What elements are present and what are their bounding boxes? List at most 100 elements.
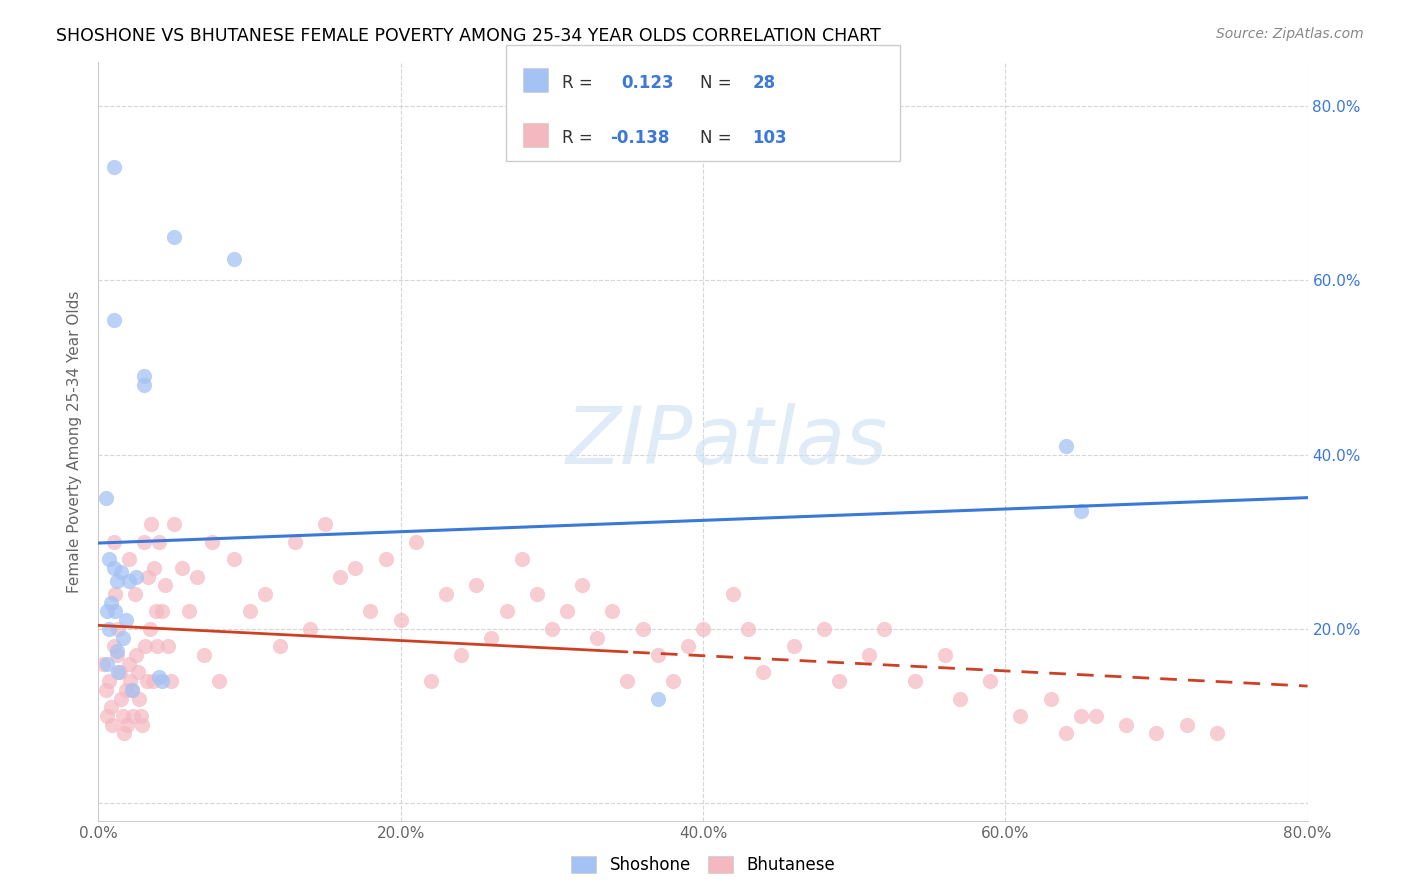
Point bbox=[120, 674, 142, 689]
Point bbox=[858, 648, 880, 662]
Text: 28: 28 bbox=[752, 74, 775, 93]
Point bbox=[142, 674, 165, 689]
Point bbox=[132, 369, 155, 384]
Point bbox=[647, 648, 669, 662]
Point bbox=[170, 561, 193, 575]
Point bbox=[94, 491, 117, 506]
Point bbox=[135, 674, 157, 689]
Point bbox=[105, 648, 128, 662]
Text: -0.138: -0.138 bbox=[610, 129, 669, 147]
Point bbox=[121, 682, 143, 697]
Point bbox=[783, 640, 806, 654]
Point bbox=[103, 561, 125, 575]
Point bbox=[153, 578, 176, 592]
Point bbox=[239, 605, 262, 619]
Point bbox=[1070, 504, 1092, 518]
Point bbox=[1054, 439, 1077, 453]
Point bbox=[98, 674, 121, 689]
Point bbox=[647, 691, 669, 706]
Point bbox=[434, 587, 457, 601]
Point bbox=[269, 640, 291, 654]
Point bbox=[91, 657, 114, 671]
Point bbox=[132, 534, 155, 549]
Point bbox=[1054, 726, 1077, 740]
Point bbox=[813, 622, 835, 636]
Point bbox=[124, 587, 146, 601]
Point bbox=[586, 631, 609, 645]
Point bbox=[163, 517, 186, 532]
Point bbox=[94, 682, 117, 697]
Point bbox=[179, 605, 201, 619]
Point bbox=[156, 640, 179, 654]
Point bbox=[118, 552, 141, 566]
Point bbox=[103, 160, 125, 174]
Point bbox=[555, 605, 578, 619]
Point bbox=[314, 517, 336, 532]
Point bbox=[100, 700, 122, 714]
Point bbox=[344, 561, 367, 575]
Point bbox=[134, 640, 156, 654]
Point bbox=[111, 631, 134, 645]
Point bbox=[571, 578, 593, 592]
Point bbox=[107, 665, 129, 680]
Point bbox=[143, 561, 166, 575]
Point bbox=[420, 674, 443, 689]
Point bbox=[128, 691, 150, 706]
Point bbox=[208, 674, 231, 689]
Point bbox=[141, 517, 163, 532]
Point bbox=[1206, 726, 1229, 740]
Point bbox=[105, 574, 128, 588]
Point bbox=[110, 691, 132, 706]
Text: N =: N = bbox=[700, 129, 731, 147]
Point bbox=[146, 640, 169, 654]
Point bbox=[121, 682, 143, 697]
Point bbox=[114, 613, 136, 627]
Point bbox=[616, 674, 638, 689]
Point bbox=[186, 569, 208, 583]
Text: Source: ZipAtlas.com: Source: ZipAtlas.com bbox=[1216, 27, 1364, 41]
Point bbox=[118, 574, 141, 588]
Point bbox=[100, 596, 122, 610]
Point bbox=[201, 534, 224, 549]
Point bbox=[224, 252, 246, 266]
Point bbox=[129, 709, 152, 723]
Point bbox=[1175, 718, 1198, 732]
Point bbox=[150, 674, 173, 689]
Point bbox=[465, 578, 488, 592]
Point bbox=[103, 312, 125, 326]
Point bbox=[1070, 709, 1092, 723]
Point bbox=[450, 648, 472, 662]
Point bbox=[107, 622, 129, 636]
Text: 0.123: 0.123 bbox=[621, 74, 673, 93]
Point bbox=[631, 622, 654, 636]
Point bbox=[979, 674, 1001, 689]
Text: SHOSHONE VS BHUTANESE FEMALE POVERTY AMONG 25-34 YEAR OLDS CORRELATION CHART: SHOSHONE VS BHUTANESE FEMALE POVERTY AMO… bbox=[56, 27, 882, 45]
Point bbox=[163, 229, 186, 244]
Point bbox=[374, 552, 396, 566]
Point bbox=[150, 605, 173, 619]
Point bbox=[873, 622, 896, 636]
Point bbox=[389, 613, 412, 627]
Point bbox=[96, 709, 118, 723]
Point bbox=[934, 648, 956, 662]
Point bbox=[114, 682, 136, 697]
Point bbox=[661, 674, 683, 689]
Point bbox=[103, 640, 125, 654]
Point bbox=[284, 534, 307, 549]
Point bbox=[692, 622, 714, 636]
Legend: Shoshone, Bhutanese: Shoshone, Bhutanese bbox=[565, 849, 841, 880]
Point bbox=[96, 657, 118, 671]
Point bbox=[299, 622, 322, 636]
Point bbox=[98, 552, 121, 566]
Point bbox=[904, 674, 927, 689]
Point bbox=[602, 605, 624, 619]
Point bbox=[540, 622, 562, 636]
Point bbox=[737, 622, 759, 636]
Point bbox=[224, 552, 246, 566]
Y-axis label: Female Poverty Among 25-34 Year Olds: Female Poverty Among 25-34 Year Olds bbox=[67, 291, 83, 592]
Text: 103: 103 bbox=[752, 129, 787, 147]
Point bbox=[160, 674, 183, 689]
Point bbox=[131, 718, 153, 732]
Point bbox=[110, 566, 132, 580]
Point bbox=[125, 648, 148, 662]
